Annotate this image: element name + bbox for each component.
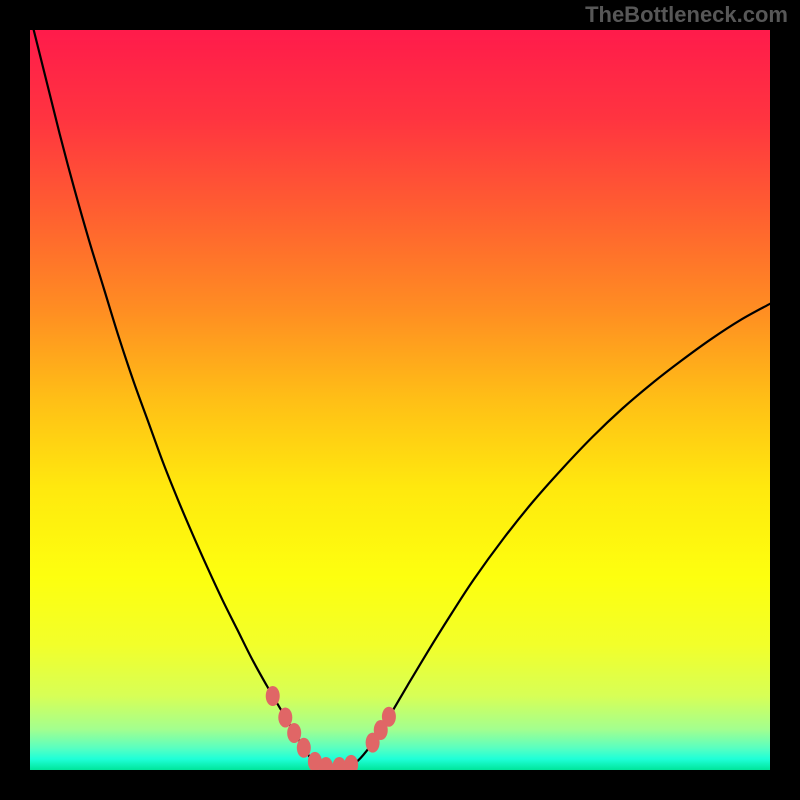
curve-marker — [266, 686, 280, 706]
curve-marker — [297, 738, 311, 758]
curve-marker — [278, 707, 292, 727]
plot-area — [30, 30, 770, 770]
curve-marker — [287, 723, 301, 743]
chart-svg — [30, 30, 770, 770]
watermark-text: TheBottleneck.com — [585, 2, 788, 28]
curve-marker — [382, 707, 396, 727]
